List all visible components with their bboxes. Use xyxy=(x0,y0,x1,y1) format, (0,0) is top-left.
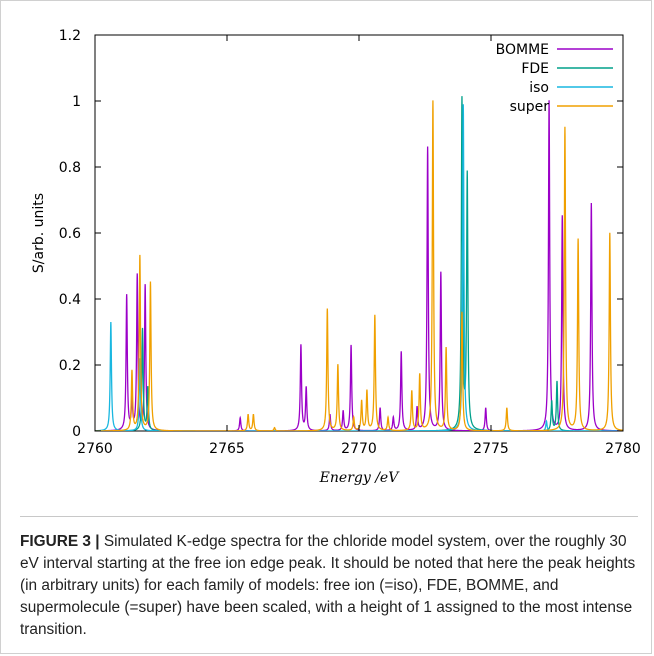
x-tick-label: 2780 xyxy=(605,441,641,457)
x-tick-label: 2775 xyxy=(473,441,509,457)
series-line-bomme xyxy=(95,100,623,431)
caption-text: Simulated K-edge spectra for the chlorid… xyxy=(20,533,636,638)
series-layer xyxy=(95,96,623,431)
legend-label: BOMME xyxy=(496,42,549,58)
y-tick-label: 0.2 xyxy=(59,358,81,374)
y-tick-label: 0.4 xyxy=(59,292,81,308)
figure-caption: FIGURE 3 | Simulated K-edge spectra for … xyxy=(20,516,638,641)
y-tick-label: 1 xyxy=(72,94,81,110)
spectrum-chart: 2760 2765 2770 2775 2780 0 0.2 0.4 0.6 0.8 1 1.2 S/… xyxy=(31,28,641,486)
legend: BOMME FDE iso super xyxy=(496,42,613,115)
legend-label: FDE xyxy=(521,61,549,77)
caption-label: FIGURE 3 | xyxy=(20,533,100,550)
legend-label: iso xyxy=(529,80,549,96)
series-line-iso xyxy=(95,104,623,431)
x-tick-label: 2760 xyxy=(77,441,113,457)
y-tick-label: 0.6 xyxy=(59,226,81,242)
x-tick-label: 2765 xyxy=(209,441,245,457)
x-tick-label: 2770 xyxy=(341,441,377,457)
legend-label: super xyxy=(510,99,550,115)
y-tick-label: 0 xyxy=(72,424,81,440)
axes-layer: 2760 2765 2770 2775 2780 0 0.2 0.4 0.6 0.8 1 1.2 xyxy=(59,28,641,457)
x-axis-label: Energy /eV xyxy=(319,470,401,486)
series-line-fde xyxy=(95,96,623,431)
caption-divider xyxy=(20,516,638,517)
y-tick-label: 1.2 xyxy=(59,28,81,44)
series-line-super xyxy=(95,100,623,431)
y-axis-label: S/arb. units xyxy=(31,193,47,273)
y-tick-label: 0.8 xyxy=(59,160,81,176)
